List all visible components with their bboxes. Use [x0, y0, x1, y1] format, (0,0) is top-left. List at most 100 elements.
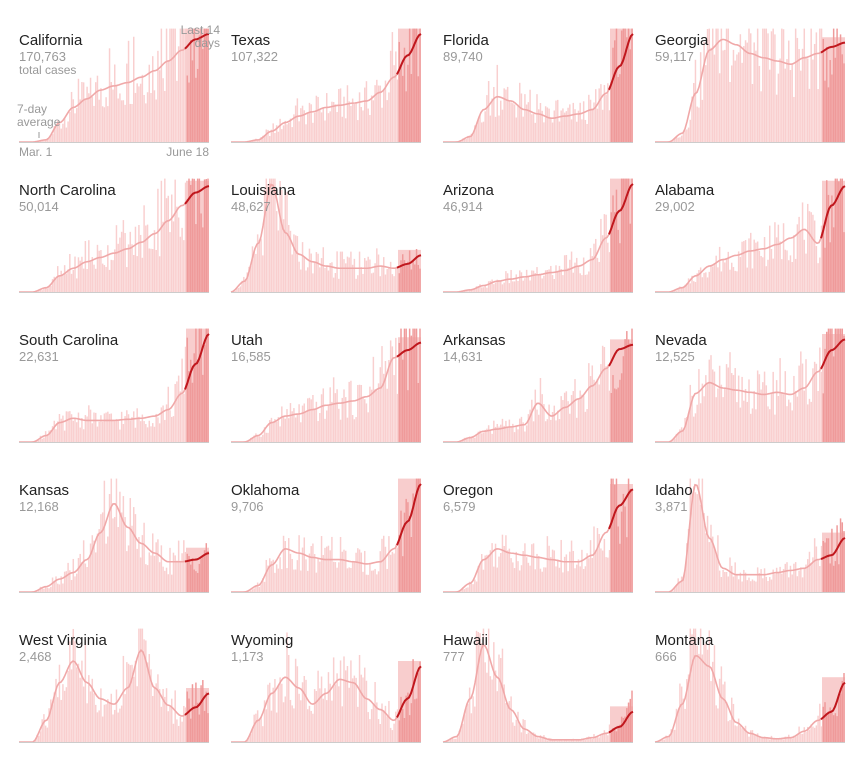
daily-case-bar [366, 261, 367, 292]
daily-case-bar [453, 739, 454, 742]
daily-case-bar [138, 225, 139, 292]
daily-case-bar [498, 655, 499, 742]
state-name: Texas [231, 32, 270, 49]
daily-case-bar [495, 671, 496, 742]
daily-case-bar [800, 567, 801, 592]
daily-case-bar [724, 682, 725, 742]
daily-case-bar [467, 587, 468, 592]
daily-case-bar [187, 338, 188, 442]
daily-case-bar [488, 629, 489, 742]
daily-case-bar [712, 369, 713, 442]
daily-case-bar [538, 556, 539, 592]
daily-case-bar [147, 92, 148, 142]
daily-case-bar [747, 402, 748, 442]
daily-case-bar [350, 660, 351, 742]
daily-case-bar [776, 739, 777, 742]
daily-case-bar [274, 679, 275, 742]
daily-case-bar [123, 496, 124, 592]
daily-case-bar [168, 574, 169, 592]
daily-case-bar [130, 232, 131, 292]
daily-case-bar [293, 570, 294, 592]
daily-case-bar [135, 227, 136, 292]
daily-case-bar [362, 397, 363, 442]
daily-case-bar [259, 720, 260, 742]
daily-case-bar [812, 727, 813, 742]
daily-case-bar [267, 685, 268, 742]
daily-case-bar [842, 681, 843, 742]
daily-case-bar [206, 329, 207, 442]
daily-case-bar [295, 235, 296, 292]
daily-case-bar [83, 269, 84, 292]
daily-case-bar [47, 728, 48, 742]
daily-case-bar [199, 35, 200, 142]
daily-case-bar [535, 569, 536, 592]
daily-case-bar [66, 687, 67, 742]
daily-case-bar [143, 95, 144, 142]
daily-case-bar [285, 191, 286, 292]
daily-case-bar [66, 571, 67, 592]
daily-case-bar [47, 588, 48, 592]
daily-case-bar [152, 696, 153, 742]
daily-case-bar [719, 247, 720, 292]
daily-case-bar [283, 702, 284, 742]
daily-case-bar [276, 564, 277, 592]
daily-case-bar [145, 564, 146, 592]
daily-case-bar [112, 518, 113, 592]
daily-case-bar [369, 115, 370, 142]
daily-case-bar [90, 691, 91, 742]
daily-case-bar [119, 492, 120, 592]
daily-case-bar [162, 78, 163, 142]
daily-case-bar [345, 397, 346, 442]
daily-case-bar [571, 119, 572, 142]
daily-case-bar [738, 52, 739, 142]
daily-case-bar [397, 394, 398, 442]
daily-case-bar [605, 557, 606, 592]
daily-case-bar [369, 719, 370, 742]
daily-case-bar [733, 375, 734, 442]
daily-case-bar [598, 385, 599, 442]
daily-case-bar [45, 288, 46, 292]
daily-case-bar [493, 284, 494, 292]
daily-case-bar [531, 734, 532, 742]
daily-case-bar [162, 222, 163, 292]
daily-case-bar [286, 192, 287, 292]
daily-case-bar [778, 396, 779, 442]
daily-case-bar [402, 360, 403, 442]
daily-case-bar [288, 655, 289, 742]
daily-case-bar [512, 281, 513, 292]
daily-case-bar [547, 536, 548, 592]
daily-case-bar [95, 705, 96, 742]
daily-case-bar [354, 676, 355, 742]
daily-case-bar [462, 724, 463, 742]
daily-case-bar [310, 254, 311, 292]
daily-case-bar [586, 124, 587, 142]
daily-case-bar [114, 249, 115, 292]
daily-case-bar [111, 260, 112, 292]
daily-case-bar [843, 232, 844, 292]
daily-case-bar [543, 122, 544, 142]
daily-case-bar [769, 70, 770, 142]
daily-case-bar [524, 432, 525, 442]
daily-case-bar [316, 252, 317, 292]
daily-case-bar [390, 555, 391, 592]
daily-case-bar [297, 98, 298, 142]
daily-case-bar [557, 411, 558, 442]
daily-case-bar [540, 274, 541, 292]
daily-case-bar [171, 575, 172, 592]
daily-case-bar [348, 688, 349, 742]
daily-case-bar [397, 547, 398, 592]
daily-case-bar [595, 239, 596, 292]
daily-case-bar [78, 257, 79, 292]
daily-case-bar [745, 573, 746, 592]
daily-case-bar [331, 102, 332, 142]
daily-case-bar [188, 699, 189, 742]
daily-case-bar [510, 270, 511, 292]
daily-case-bar [112, 714, 113, 742]
daily-case-bar [185, 347, 186, 442]
daily-case-bar [197, 360, 198, 442]
daily-case-bar [786, 250, 787, 292]
daily-case-bar [581, 550, 582, 592]
daily-case-bar [95, 269, 96, 292]
